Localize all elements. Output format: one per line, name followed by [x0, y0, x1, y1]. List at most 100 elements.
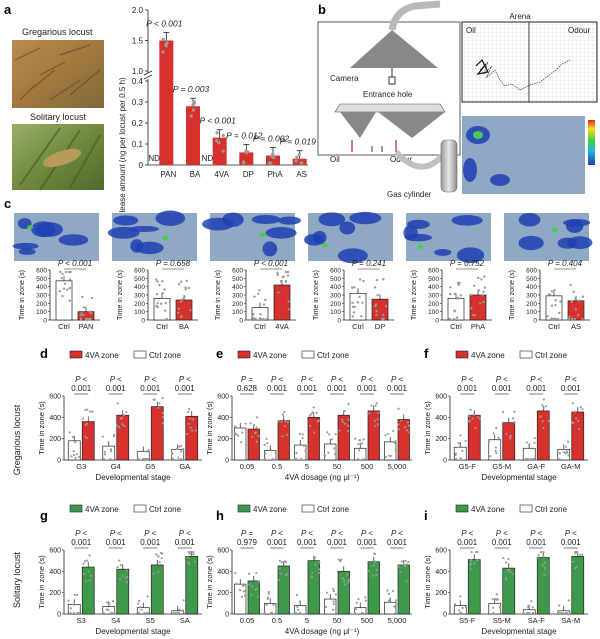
point-4va [83, 560, 87, 563]
pvalue-prefix: P < [461, 375, 473, 384]
point-ctrl [112, 435, 116, 438]
category-label-c: PAN [79, 322, 94, 331]
point-ctrl [491, 597, 494, 601]
point-4va [278, 567, 281, 570]
point-4va [405, 580, 408, 583]
point-4va [513, 410, 516, 413]
point-4va [341, 420, 344, 423]
point-a [165, 41, 169, 45]
category-label-c: BA [179, 322, 189, 331]
category-label: GA-M [561, 462, 581, 471]
bar-4va-GA [185, 415, 199, 461]
bar-4va-G5 [150, 406, 164, 461]
legend-swatch-4va [69, 350, 83, 359]
point-c [574, 308, 577, 311]
gas-cylinder-icon [440, 139, 458, 193]
point-ctrl [334, 600, 338, 604]
bar-c-Ctrl [153, 297, 171, 321]
point-ctrl [140, 608, 143, 611]
point-c [483, 286, 487, 289]
point-ctrl [394, 440, 397, 443]
heatmap-c-blob [567, 236, 593, 250]
point-4va [82, 573, 85, 576]
point-4va [574, 552, 577, 555]
point-c [558, 311, 561, 315]
point-ctrl [145, 611, 148, 615]
point-ctrl [332, 602, 335, 606]
tick-label-y: 400 [49, 569, 61, 576]
point-4va [125, 569, 128, 572]
point-4va [161, 422, 164, 425]
point-c [382, 278, 385, 281]
legend-label-4va: 4VA zone [85, 351, 119, 360]
point-c [381, 317, 385, 321]
point-4va [256, 595, 260, 598]
point-c [481, 293, 484, 297]
point-ctrl [270, 611, 274, 615]
point-4va [476, 550, 479, 554]
point-c [287, 308, 290, 311]
point-ctrl [138, 606, 142, 609]
point-4va [339, 560, 342, 563]
point-c [453, 292, 457, 295]
point-c [360, 315, 363, 318]
point-c [284, 279, 288, 283]
point-c [82, 306, 86, 309]
legend-label-ctrl: Ctrl zone [317, 505, 350, 514]
point-ctrl [528, 611, 531, 615]
bar-ctrl-50 [324, 443, 337, 461]
point-4va [91, 410, 94, 413]
point-ctrl [389, 454, 393, 458]
point-ctrl [244, 589, 247, 593]
point-c [80, 312, 83, 315]
point-c [64, 270, 68, 274]
point-ctrl [145, 457, 148, 461]
point-c [61, 272, 64, 276]
point-4va [313, 558, 316, 561]
legend-label-ctrl: Ctrl zone [535, 351, 568, 360]
point-4va [85, 559, 89, 562]
point-ctrl [67, 599, 70, 602]
point-4va [186, 561, 190, 564]
heatmap-c-blob [251, 214, 281, 225]
point-c [155, 293, 159, 296]
point-ctrl [567, 454, 570, 457]
point-4va [347, 579, 351, 582]
point-4va [577, 427, 581, 431]
point-c [156, 302, 159, 305]
point-a [221, 133, 225, 138]
point-c [156, 305, 159, 309]
point-a [295, 155, 299, 159]
point-4va [572, 421, 575, 425]
point-ctrl [526, 611, 529, 615]
pvalue-prefix: P < [271, 529, 283, 538]
point-4va [397, 428, 401, 431]
point-4va [468, 415, 471, 418]
camera-icon [388, 76, 396, 85]
point-4va [375, 402, 378, 405]
tick-label-a: 0.2 [132, 119, 144, 128]
point-c [161, 280, 164, 283]
point-ctrl [74, 456, 77, 460]
pvalue-prefix: P < [391, 529, 403, 538]
pvalue-c: P = 0.241 [352, 259, 386, 268]
point-4va [509, 437, 512, 440]
point-4va [571, 560, 575, 564]
tick-label-y: 0 [57, 612, 61, 619]
legend-swatch-4va [237, 350, 251, 359]
point-a [297, 152, 301, 157]
point-4va [468, 419, 471, 422]
point-4va [469, 568, 472, 571]
point-4va [376, 418, 379, 421]
point-4va [251, 435, 254, 439]
point-c [284, 270, 288, 274]
point-c [262, 303, 266, 306]
point-4va [188, 562, 191, 566]
tick-label-c: 600 [36, 268, 47, 275]
heatmap-c-blob [155, 210, 186, 226]
ylabel: Time in zone (s) [37, 401, 46, 455]
bar-4va-G5-F [467, 414, 481, 461]
tick-label-c: 500 [428, 276, 439, 283]
point-4va [571, 402, 574, 405]
